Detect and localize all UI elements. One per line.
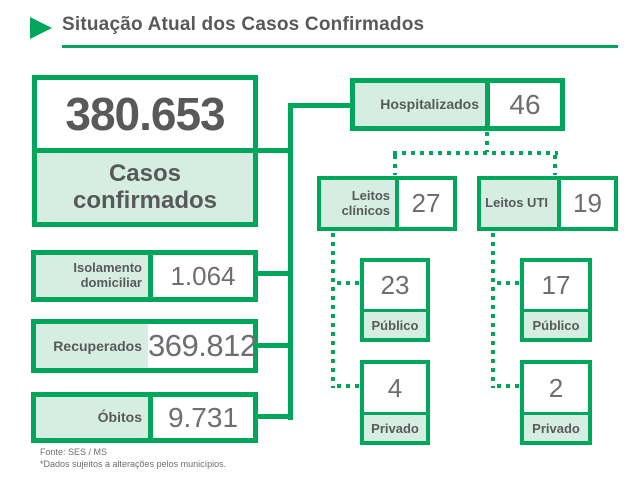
deaths-value: 9.731 [167, 401, 239, 433]
confirmed-cases-box: 380.653 Casos confirmados [32, 75, 258, 227]
hospitalized-value: 46 [509, 88, 541, 120]
icu-public-label: Público [524, 312, 588, 338]
dotted-to-clinical-public [337, 281, 359, 285]
clinical-public-value: 23 [380, 270, 410, 300]
clinical-beds-label: Leitos clínicos [321, 180, 395, 227]
connector-trunk-vertical [288, 103, 293, 420]
box-divider [148, 397, 153, 438]
confirmed-cases-divider [37, 148, 253, 153]
dotted-icu-vertical [491, 233, 495, 388]
confirmed-cases-label: Casos confirmados [37, 153, 253, 222]
box-divider [485, 83, 490, 126]
icu-beds-label: Leitos UTI [481, 180, 557, 227]
bullet-triangle-icon [30, 17, 52, 39]
title-underline [62, 45, 618, 48]
connector-deaths-stub [257, 414, 288, 419]
hospitalized-box: Hospitalizados 46 [350, 78, 565, 131]
connector-trunk-to-hospitalized [293, 103, 350, 108]
connector-recovered-stub [257, 343, 288, 348]
icu-private-box: 2 Privado [520, 360, 592, 445]
icu-private-value: 2 [548, 372, 564, 403]
box-divider [524, 309, 588, 312]
clinical-beds-box: Leitos clínicos 27 [317, 176, 457, 231]
icu-public-box: 17 Público [520, 258, 592, 342]
footer-source: Fonte: SES / MS [40, 447, 108, 457]
confirmed-cases-value: 380.653 [65, 88, 225, 140]
clinical-private-box: 4 Privado [360, 360, 430, 445]
footer-note: *Dados sujeitos a alterações pelos munic… [40, 459, 227, 469]
dotted-to-icu-private [497, 384, 519, 388]
clinical-public-box: 23 Público [360, 258, 430, 342]
recovered-value: 369.812 [148, 328, 257, 363]
dotted-clinical-vertical [331, 233, 335, 388]
recovered-label: Recuperados [36, 324, 148, 368]
box-divider [364, 309, 426, 312]
clinical-private-label: Privado [364, 415, 426, 441]
footer: Fonte: SES / MS *Dados sujeitos a altera… [40, 446, 226, 470]
dotted-to-icu-public [497, 281, 519, 285]
deaths-box: Óbitos 9.731 [31, 392, 258, 443]
recovered-box: Recuperados 369.812 [31, 319, 258, 373]
icu-public-value: 17 [541, 270, 571, 300]
clinical-beds-value: 27 [411, 188, 441, 218]
icu-beds-box: Leitos UTI 19 [477, 176, 618, 231]
page-title: Situação Atual dos Casos Confirmados [62, 14, 425, 35]
dotted-to-clinical-private [337, 384, 359, 388]
icu-beds-value: 19 [573, 188, 602, 218]
home-isolation-label: Isolamento domiciliar [36, 255, 148, 297]
dotted-to-icu-beds [553, 155, 557, 175]
dotted-beds-branch [393, 151, 558, 155]
box-divider [557, 180, 561, 227]
home-isolation-box: Isolamento domiciliar 1.064 [31, 250, 258, 302]
connector-main-to-trunk [257, 148, 293, 153]
deaths-label: Óbitos [36, 397, 148, 438]
dotted-hospitalized-down [485, 132, 489, 152]
box-divider [524, 412, 588, 415]
box-divider [364, 412, 426, 415]
clinical-public-label: Público [364, 312, 426, 338]
box-divider [395, 180, 399, 227]
dotted-to-clinical-beds [393, 155, 397, 175]
clinical-private-value: 4 [387, 372, 403, 403]
home-isolation-value: 1.064 [170, 260, 236, 291]
box-divider [148, 255, 153, 297]
hospitalized-label: Hospitalizados [355, 83, 485, 126]
icu-private-label: Privado [524, 415, 588, 441]
connector-isolation-stub [257, 271, 288, 276]
